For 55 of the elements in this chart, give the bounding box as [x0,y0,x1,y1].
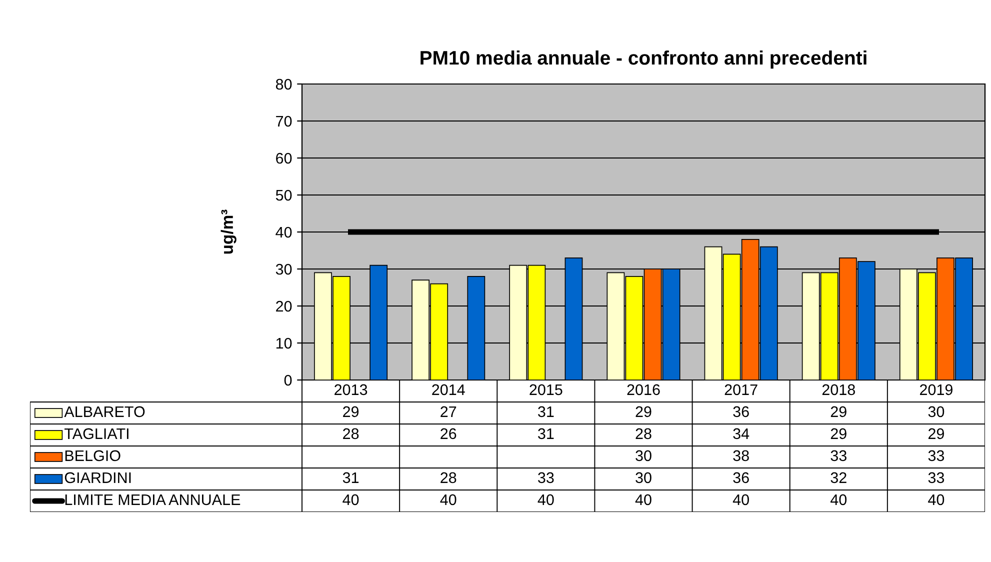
data-label: 40 [635,494,652,506]
data-label: 29 [636,406,652,418]
data-label: 29 [928,428,944,440]
x-tick-label: 2016 [627,384,660,396]
y-tick-label: 40 [276,226,292,238]
data-label: 30 [636,450,652,462]
data-label: 31 [342,472,359,484]
data-label: 40 [342,494,359,506]
legend-label: GIARDINI [64,472,131,484]
y-tick-label: 80 [276,78,292,90]
data-label: 31 [538,428,554,440]
y-tick-label: 60 [276,152,292,164]
data-label: 30 [636,472,652,484]
y-tick-label: 70 [276,116,292,127]
data-label: 33 [928,472,944,484]
data-label: 33 [538,472,554,484]
y-axis-title: ug/m³ [220,210,236,254]
data-label: 40 [538,494,554,506]
data-label: 29 [830,428,846,440]
x-tick-label: 2017 [724,384,758,396]
data-label: 33 [928,450,944,462]
y-tick-label: 50 [276,190,292,201]
data-label: 31 [538,406,554,418]
data-label: 28 [440,472,456,484]
x-tick-label: 2015 [530,384,562,396]
data-label: 28 [636,428,652,440]
legend-label: ALBARETO [64,406,145,418]
x-tick-label: 2014 [432,384,465,396]
x-tick-label: 2018 [822,384,855,396]
data-label: 30 [928,406,944,418]
y-tick-label: 30 [276,264,292,275]
data-label: 26 [440,428,456,440]
data-label: 28 [343,428,359,440]
data-label: 34 [733,428,750,440]
data-label: 40 [440,494,456,506]
data-label: 36 [733,472,749,484]
y-tick-label: 20 [276,300,292,312]
chart-title: PM10 media annuale - confronto anni precedenti [420,50,866,69]
data-label: 38 [733,450,749,462]
data-label: 40 [732,494,749,506]
data-label: 29 [830,406,846,418]
y-tick-label: 10 [276,338,292,349]
data-label: 27 [440,406,456,417]
legend-label: LIMITE MEDIA ANNUALE [65,494,240,506]
data-label: 29 [343,406,359,418]
legend-label: BELGIO [65,450,120,462]
x-tick-label: 2019 [920,384,952,396]
data-label: 40 [830,494,847,506]
legend-label: TAGLIATI [64,428,128,440]
data-label: 33 [830,450,846,462]
data-label: 32 [830,472,846,484]
data-label: 40 [928,494,944,506]
y-tick-label: 0 [284,374,292,386]
data-label: 36 [733,406,749,418]
x-tick-label: 2013 [334,384,368,396]
